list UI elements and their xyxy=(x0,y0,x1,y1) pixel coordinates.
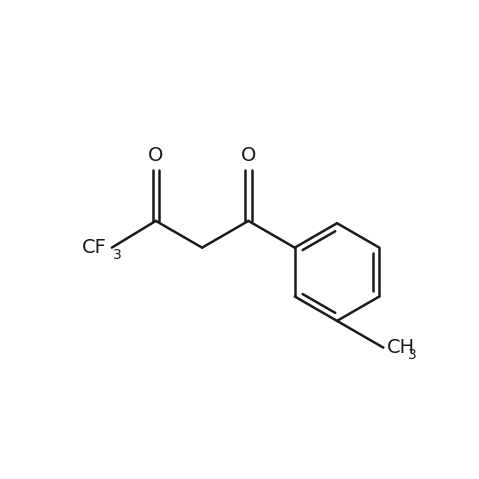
Text: CF: CF xyxy=(82,238,107,257)
Text: CH: CH xyxy=(387,338,415,357)
Text: 3: 3 xyxy=(113,248,122,262)
Text: O: O xyxy=(241,146,256,164)
Text: 3: 3 xyxy=(408,348,416,362)
Text: O: O xyxy=(148,146,163,164)
